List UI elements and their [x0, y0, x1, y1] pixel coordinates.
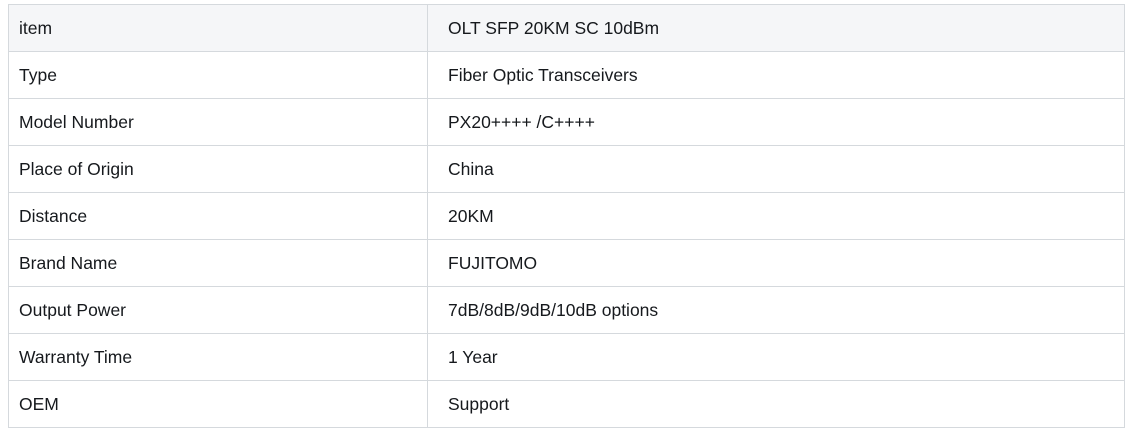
table-row: Brand Name FUJITOMO: [8, 239, 1125, 287]
spec-value-cell: Fiber Optic Transceivers: [427, 51, 1125, 99]
table-row: Warranty Time 1 Year: [8, 333, 1125, 381]
spec-value-cell: PX20++++ /C++++: [427, 98, 1125, 146]
spec-value-cell: OLT SFP 20KM SC 10dBm: [427, 4, 1125, 52]
spec-key-cell: Model Number: [8, 98, 428, 146]
spec-value-cell: Support: [427, 380, 1125, 428]
table-row: Place of Origin China: [8, 145, 1125, 193]
spec-key-cell: Type: [8, 51, 428, 99]
spec-value-cell: 7dB/8dB/9dB/10dB options: [427, 286, 1125, 334]
spec-key-cell: item: [8, 4, 428, 52]
spec-key-cell: Brand Name: [8, 239, 428, 287]
spec-key-cell: OEM: [8, 380, 428, 428]
spec-key-cell: Place of Origin: [8, 145, 428, 193]
spec-key-cell: Distance: [8, 192, 428, 240]
spec-value-cell: 20KM: [427, 192, 1125, 240]
spec-value-cell: FUJITOMO: [427, 239, 1125, 287]
spec-key-cell: Output Power: [8, 286, 428, 334]
spec-key-cell: Warranty Time: [8, 333, 428, 381]
table-row: OEM Support: [8, 380, 1125, 428]
spec-value-cell: 1 Year: [427, 333, 1125, 381]
spec-value-cell: China: [427, 145, 1125, 193]
table-header-row: item OLT SFP 20KM SC 10dBm: [8, 4, 1125, 52]
table-row: Output Power 7dB/8dB/9dB/10dB options: [8, 286, 1125, 334]
product-spec-table: item OLT SFP 20KM SC 10dBm Type Fiber Op…: [8, 4, 1125, 428]
table-row: Distance 20KM: [8, 192, 1125, 240]
table-row: Type Fiber Optic Transceivers: [8, 51, 1125, 99]
table-row: Model Number PX20++++ /C++++: [8, 98, 1125, 146]
